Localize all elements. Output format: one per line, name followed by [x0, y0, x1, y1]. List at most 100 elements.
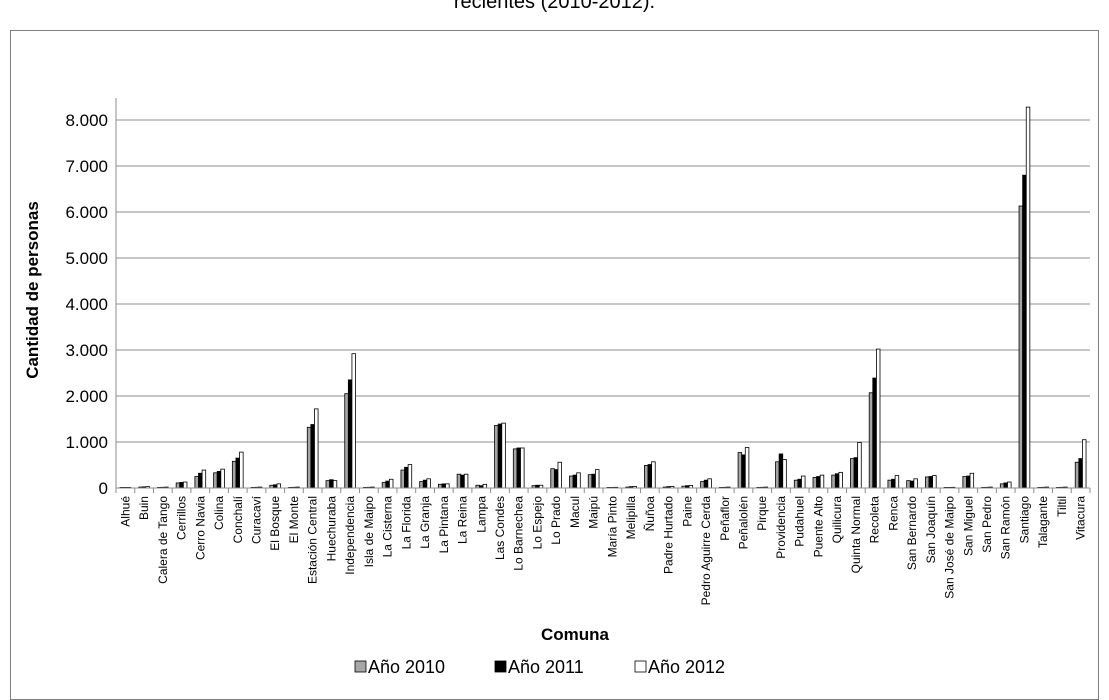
bar — [310, 424, 315, 489]
bar — [388, 478, 394, 489]
bar — [741, 454, 746, 489]
bar — [891, 478, 896, 489]
x-tick-label: La Pintana — [437, 496, 451, 554]
x-tick-label: Santiago — [1017, 496, 1031, 544]
x-tick-label: Macul — [568, 496, 582, 528]
bar — [1007, 481, 1012, 489]
x-tick-label: La Reina — [456, 496, 470, 544]
bar — [875, 348, 881, 489]
bar — [550, 468, 555, 489]
bar — [816, 476, 821, 489]
bar — [1022, 174, 1027, 489]
x-tick-label: Maipú — [587, 496, 601, 529]
bar — [194, 476, 199, 489]
bar — [962, 476, 967, 489]
bar — [501, 422, 506, 489]
bar — [700, 481, 705, 489]
bar — [381, 482, 387, 489]
x-tick-label: Cerro Navia — [193, 496, 207, 560]
x-tick-label: San José de Maipo — [943, 496, 957, 599]
x-tick-label: Talagante — [1036, 496, 1050, 548]
bar — [325, 480, 331, 489]
y-axis-title: Cantidad de personas — [23, 201, 42, 379]
chart-title: recientes (2010-2012). — [453, 0, 656, 13]
x-tick-label: La Florida — [399, 496, 413, 550]
bar — [512, 448, 518, 489]
bar — [644, 465, 649, 489]
bar — [969, 472, 975, 489]
x-tick-label: Melipilla — [624, 496, 638, 540]
x-axis — [115, 98, 1091, 493]
bar — [797, 478, 802, 489]
bar — [834, 473, 840, 489]
bar — [838, 471, 843, 489]
bar — [520, 447, 525, 489]
bar — [175, 482, 181, 489]
y-tick-label: 1.000 — [65, 433, 108, 452]
bars — [119, 106, 1087, 489]
bar — [647, 464, 653, 489]
x-tick-label: Estación Central — [306, 496, 320, 584]
bar — [182, 481, 188, 489]
bar — [347, 379, 353, 489]
bar — [928, 476, 933, 489]
bar — [516, 447, 521, 489]
bar — [872, 377, 877, 489]
legend-swatch — [354, 660, 367, 673]
y-tick-label: 6.000 — [65, 203, 108, 222]
x-tick-label: Huechuraba — [324, 496, 338, 562]
bar — [1003, 482, 1008, 489]
bar — [332, 480, 338, 489]
bar — [239, 451, 244, 489]
bar — [419, 481, 424, 489]
legend-swatch — [494, 660, 507, 673]
bar — [999, 483, 1005, 489]
x-tick-label: Pedro Aguirre Cerda — [699, 496, 713, 606]
bar — [344, 393, 349, 489]
bar — [1025, 106, 1031, 489]
bar — [744, 447, 750, 489]
x-tick-label: El Bosque — [268, 496, 282, 551]
bar — [463, 473, 469, 489]
x-tick-label: Lo Espejo — [530, 496, 544, 550]
x-tick-label: Conchalí — [231, 495, 245, 543]
x-tick-label: El Monte — [287, 496, 301, 544]
bar — [887, 479, 892, 489]
x-tick-label: Pirque — [755, 496, 769, 531]
y-tick-label: 7.000 — [65, 157, 108, 176]
bar — [850, 458, 855, 489]
bar — [306, 426, 312, 489]
x-tick-label: Providencia — [774, 496, 788, 559]
x-tick-label: Peñaflor — [718, 496, 732, 541]
x-tick-label: Lampa — [474, 496, 488, 533]
bar — [909, 480, 915, 489]
y-tick-label: 0 — [99, 479, 108, 498]
x-tick-label: Independencia — [343, 496, 357, 575]
bar — [220, 468, 225, 489]
bar — [1082, 439, 1087, 489]
bar — [179, 482, 184, 489]
bar — [385, 480, 390, 489]
x-tick-label: San Bernardo — [905, 496, 919, 570]
bar — [1074, 461, 1080, 489]
x-tick-label: Padre Hurtado — [662, 496, 676, 574]
bar — [932, 475, 937, 489]
bar — [422, 479, 428, 489]
bar — [1078, 458, 1083, 489]
x-tick-label: Paine — [680, 496, 694, 527]
x-tick-label: Recoleta — [868, 496, 882, 544]
bar — [329, 479, 334, 489]
bar — [569, 475, 574, 489]
x-tick-label: Pudahuel — [793, 496, 807, 547]
x-tick-label: Cerrillos — [175, 496, 189, 540]
bar — [913, 478, 918, 489]
x-tick-label: Ñuñoa — [643, 496, 657, 532]
bar — [1018, 205, 1024, 489]
bar — [595, 469, 600, 489]
bar — [351, 353, 356, 489]
bar — [460, 474, 465, 489]
bar — [441, 483, 446, 489]
bar — [591, 473, 596, 489]
bar — [557, 461, 562, 489]
